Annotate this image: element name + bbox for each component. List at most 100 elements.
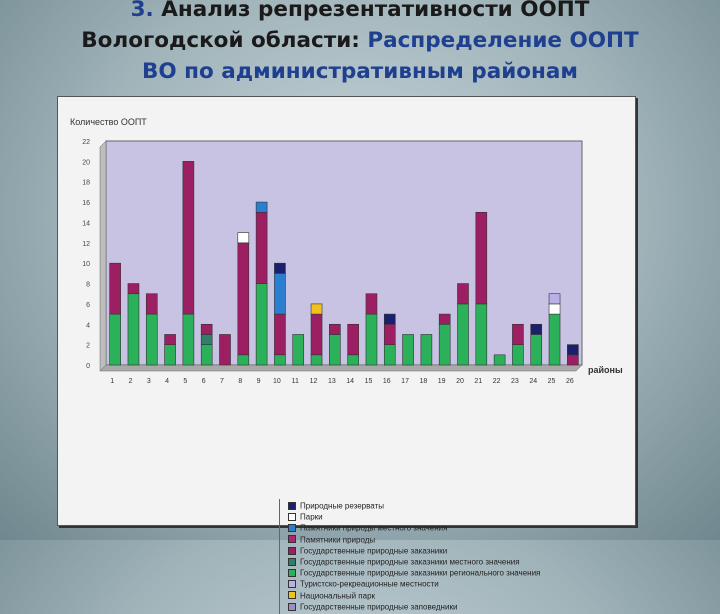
bar-segment-1 bbox=[145, 313, 158, 366]
bar-segment-1 bbox=[548, 313, 561, 366]
x-tick-label: 18 bbox=[419, 378, 427, 385]
x-tick-label: 2 bbox=[129, 378, 133, 385]
bar-segment-2 bbox=[200, 334, 213, 345]
bar-segment-1 bbox=[493, 354, 506, 366]
legend-swatch bbox=[288, 602, 296, 611]
y-tick-label: 6 bbox=[86, 302, 90, 309]
plot-area bbox=[105, 140, 583, 366]
x-tick-label: 7 bbox=[220, 378, 224, 385]
bar-segment-1 bbox=[438, 323, 451, 366]
x-tick-label: 13 bbox=[328, 378, 336, 385]
x-tick-label: 9 bbox=[257, 378, 261, 385]
bar-segment-1 bbox=[274, 354, 286, 366]
bar-segment-1 bbox=[109, 313, 121, 366]
bar-segment-1 bbox=[182, 313, 195, 366]
x-tick-label: 23 bbox=[511, 378, 519, 385]
bar-segment-1 bbox=[292, 334, 305, 366]
y-tick-label: 18 bbox=[82, 180, 90, 187]
legend-item: Национальный парк bbox=[288, 591, 375, 601]
legend-item: Памятники природы местного значения bbox=[288, 523, 447, 533]
bar-segment-3 bbox=[347, 323, 359, 356]
bar-segment-1 bbox=[402, 334, 414, 366]
bar-segment-1 bbox=[512, 344, 524, 366]
legend-item: Туристско-рекреационные местности bbox=[288, 579, 439, 589]
legend-label: Природные резерваты bbox=[300, 501, 384, 511]
legend-label: Туристско-рекреационные местности bbox=[300, 579, 439, 589]
y-tick-label: 0 bbox=[86, 363, 90, 370]
bar-segment-9 bbox=[310, 303, 323, 315]
bar-segment-3 bbox=[127, 283, 140, 295]
bar-segment-3 bbox=[512, 323, 524, 345]
y-tick-label: 20 bbox=[82, 159, 90, 166]
legend-item: Природные резерваты bbox=[288, 501, 384, 511]
bar-segment-3 bbox=[182, 161, 195, 315]
bar-segment-3 bbox=[255, 211, 268, 284]
legend-item: Парки bbox=[288, 512, 323, 522]
legend-item: Государственные природные заказники мест… bbox=[288, 557, 520, 567]
x-tick-label: 3 bbox=[147, 378, 151, 385]
bar-segment-6 bbox=[548, 303, 561, 315]
x-tick-label: 6 bbox=[202, 378, 206, 385]
chart-panel: Количество ООПТ 0 2 4 6 8 10 12 14 16 18 20 22 1 2 3 4 5 6… bbox=[57, 96, 636, 614]
legend-label: Государственные природные заказники реги… bbox=[300, 568, 541, 578]
legend-label: Государственные природные заказники bbox=[300, 546, 448, 556]
legend-label: Национальный парк bbox=[300, 590, 376, 600]
title-line-1: Анализ репрезентативности ООПТ bbox=[153, 0, 590, 22]
bar-segment-1 bbox=[237, 354, 250, 366]
bar-segment-8 bbox=[548, 293, 561, 305]
legend-swatch bbox=[288, 535, 296, 544]
y-tick-label: 10 bbox=[82, 261, 90, 268]
legend-label: Памятники природы местного значения bbox=[300, 523, 448, 533]
chart-legend: Природные резерваты Парки Памятники природ… bbox=[279, 499, 620, 614]
x-tick-label: 11 bbox=[292, 378, 299, 385]
bar-segment-6 bbox=[237, 232, 250, 244]
x-tick-label: 15 bbox=[365, 378, 373, 385]
bar-segment-3 bbox=[164, 334, 176, 345]
legend-swatch bbox=[288, 513, 296, 522]
bar-segment-1 bbox=[310, 354, 323, 366]
bar-segment-3 bbox=[274, 313, 286, 356]
title-line-3: ВО по административным районам bbox=[142, 59, 578, 84]
bar-segment-3 bbox=[457, 283, 469, 305]
x-axis-label: районы bbox=[588, 365, 623, 375]
x-tick-label: 19 bbox=[438, 378, 446, 385]
bar-segment-1 bbox=[127, 293, 140, 366]
bar-segment-3 bbox=[310, 313, 323, 356]
title-line-2b: Распределение ООПТ bbox=[367, 28, 639, 53]
bar-segment-1 bbox=[200, 344, 213, 366]
x-tick-label: 16 bbox=[383, 378, 391, 385]
bar-segment-3 bbox=[438, 313, 451, 325]
bar-segment-3 bbox=[200, 323, 213, 335]
legend-label: Памятники природы bbox=[300, 534, 376, 544]
y-tick-label: 2 bbox=[86, 343, 90, 350]
x-tick-label: 5 bbox=[183, 378, 187, 385]
title-line-2a: Вологодской области: bbox=[81, 28, 368, 53]
bar-segment-5 bbox=[255, 201, 268, 213]
bar-segment-3 bbox=[329, 323, 341, 335]
bar-segment-7 bbox=[274, 262, 286, 274]
legend-label: Государственные природные заказники мест… bbox=[300, 557, 520, 567]
legend-swatch bbox=[288, 591, 296, 600]
x-tick-label: 26 bbox=[566, 378, 574, 385]
x-tick-label: 10 bbox=[273, 378, 281, 385]
x-tick-label: 12 bbox=[310, 378, 318, 385]
bar-segment-1 bbox=[255, 283, 268, 366]
y-tick-label: 8 bbox=[86, 282, 90, 289]
title-number: 3. bbox=[130, 0, 154, 22]
bar-segment-7 bbox=[567, 344, 579, 356]
x-tick-label: 14 bbox=[346, 378, 354, 385]
bar-segment-1 bbox=[329, 334, 341, 366]
x-tick-label: 17 bbox=[401, 378, 409, 385]
bar-segment-7 bbox=[530, 323, 543, 335]
bar-segment-3 bbox=[145, 293, 158, 315]
y-tick-label: 14 bbox=[82, 220, 90, 227]
bar-segment-3 bbox=[475, 211, 488, 305]
bar-segment-1 bbox=[420, 334, 433, 366]
bar-segment-3 bbox=[237, 242, 250, 356]
bar-segment-1 bbox=[383, 344, 396, 366]
legend-swatch bbox=[288, 501, 296, 510]
legend-item: Государственные природные заповедники bbox=[288, 602, 457, 612]
bar-segment-1 bbox=[475, 303, 488, 366]
bar-segment-3 bbox=[567, 354, 579, 366]
